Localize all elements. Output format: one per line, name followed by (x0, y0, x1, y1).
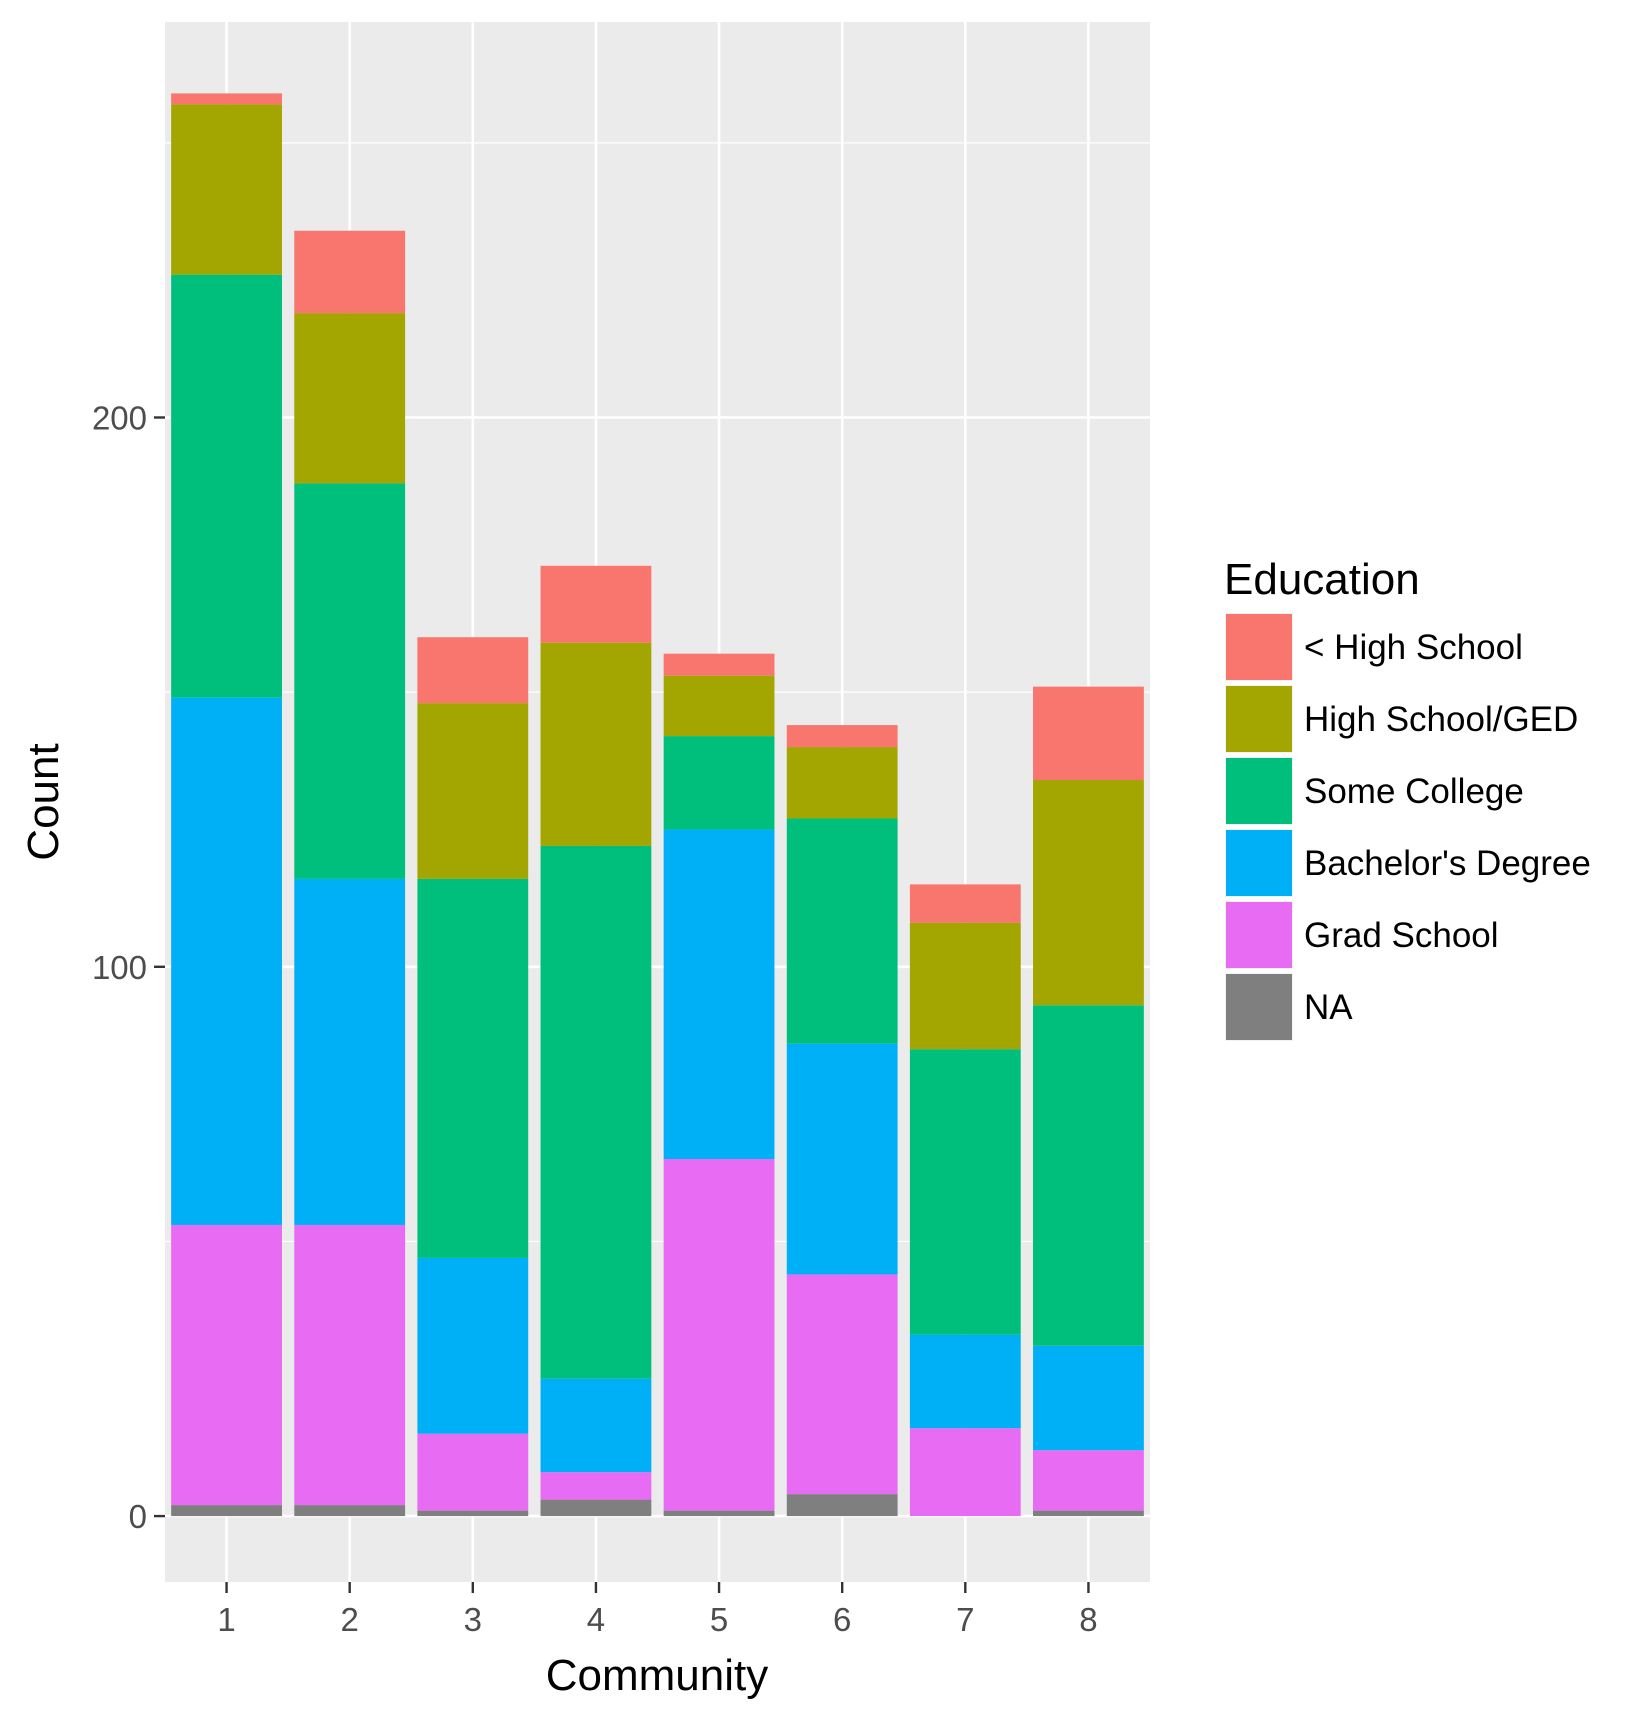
bar-segment (540, 1378, 652, 1473)
bar-segment (663, 1159, 775, 1511)
y-tick-label: 100 (92, 949, 147, 986)
bar-segment (171, 1224, 282, 1506)
bar-segment (663, 653, 775, 676)
bar-segment (909, 1334, 1021, 1429)
bar-segment (663, 829, 775, 1160)
legend-label: < High School (1304, 628, 1523, 667)
x-tick-label: 6 (833, 1601, 851, 1638)
bar-segment (417, 637, 529, 704)
x-tick-label: 8 (1079, 1601, 1097, 1638)
bar-segment (786, 818, 898, 1044)
bars (171, 93, 1144, 1517)
bar-segment (786, 1274, 898, 1495)
x-axis-title: Community (546, 1651, 769, 1700)
bar-segment (786, 725, 898, 748)
bar-segment (417, 1257, 529, 1434)
bar-segment (540, 565, 652, 643)
bar-segment (663, 736, 775, 830)
x-tick-label: 1 (217, 1601, 235, 1638)
bar-segment (909, 884, 1021, 923)
bar-segment (909, 1049, 1021, 1335)
bar-segment (1033, 686, 1144, 781)
bar-segment (171, 274, 282, 698)
legend-swatch (1226, 974, 1292, 1040)
bar-segment (663, 675, 775, 737)
legend-swatch (1226, 614, 1292, 680)
y-tick-label: 0 (129, 1498, 147, 1535)
bar-segment (786, 747, 898, 819)
bar-segment (663, 1510, 775, 1517)
bar-segment (540, 642, 652, 846)
bar-segment (1033, 1510, 1144, 1517)
bar-segment (786, 1043, 898, 1275)
bar-segment (417, 1510, 529, 1517)
legend-label: High School/GED (1304, 700, 1578, 739)
y-axis-title: Count (19, 743, 68, 860)
legend-label: Some College (1304, 772, 1524, 811)
bar-segment (1033, 1345, 1144, 1451)
bar-segment (294, 1224, 406, 1506)
bar-segment (1033, 780, 1144, 1006)
x-tick-label: 3 (464, 1601, 482, 1638)
legend-swatch (1226, 830, 1292, 896)
legend: Education < High School High School/GED So… (1224, 555, 1591, 1041)
bar-segment (294, 483, 406, 879)
bar-segment (294, 878, 406, 1225)
legend-label: Grad School (1304, 916, 1499, 955)
x-tick-label: 2 (341, 1601, 359, 1638)
bar-segment (540, 1472, 652, 1500)
bar-segment (294, 1505, 406, 1517)
bar-segment (171, 1505, 282, 1517)
legend-title: Education (1224, 555, 1420, 604)
bar-segment (417, 703, 529, 879)
legend-label: Bachelor's Degree (1304, 844, 1591, 883)
legend-swatch (1226, 758, 1292, 824)
bar-segment (540, 1499, 652, 1517)
bar-segment (909, 1428, 1021, 1517)
x-tick-label: 4 (587, 1601, 605, 1638)
bar-segment (909, 922, 1021, 1050)
x-tick-label: 7 (956, 1601, 974, 1638)
bar-segment (417, 1433, 529, 1511)
bar-segment (171, 104, 282, 275)
bar-segment (294, 313, 406, 484)
bar-segment (171, 93, 282, 105)
bar-segment (1033, 1005, 1144, 1346)
bar-segment (786, 1494, 898, 1517)
x-tick-label: 5 (710, 1601, 728, 1638)
bar-segment (540, 845, 652, 1379)
bar-segment (171, 697, 282, 1225)
bar-segment (417, 878, 529, 1258)
y-tick-label: 200 (92, 399, 147, 436)
legend-swatch (1226, 902, 1292, 968)
legend-label: NA (1304, 988, 1353, 1027)
bar-segment (1033, 1450, 1144, 1511)
legend-swatch (1226, 686, 1292, 752)
bar-segment (294, 230, 406, 314)
axes: 0 100 200 1 2 3 4 5 6 7 8 (92, 399, 1098, 1638)
